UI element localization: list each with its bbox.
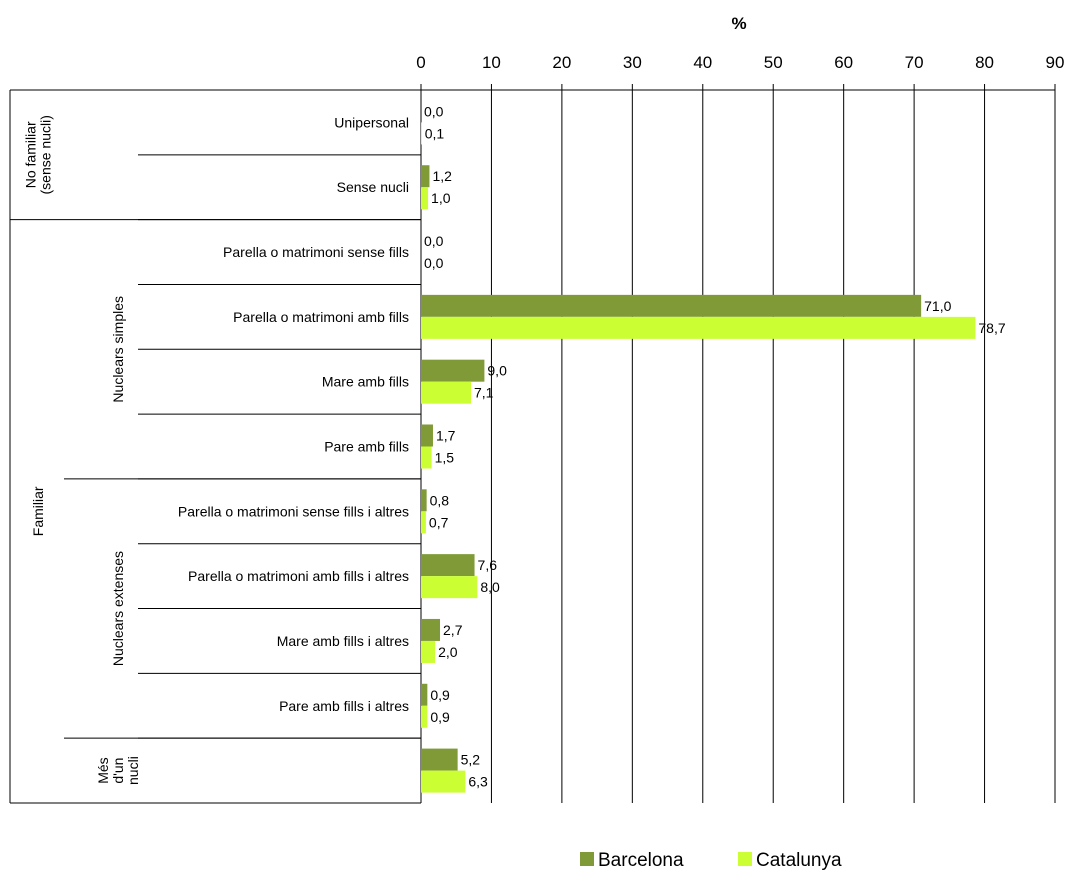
x-tick-label: 30: [623, 53, 642, 72]
data-label: 0,0: [424, 103, 444, 119]
data-label: 2,0: [438, 644, 458, 660]
data-labels: 0,0 1,2 0,0 71,0 9,0 1,7 0,8 7,6 2,7 0,9 5,2 0,1 1,0…: [424, 103, 1006, 789]
data-label: 5,2: [461, 752, 481, 768]
group-label: Familiar: [30, 486, 46, 536]
group-label: Mésd'unnucli: [95, 756, 141, 785]
data-label: 0,1: [425, 125, 445, 141]
bar-catalunya: [421, 576, 478, 599]
bar-barcelona: [421, 489, 427, 512]
x-tick-label: 0: [416, 53, 425, 72]
x-tick-label: 60: [834, 53, 853, 72]
data-label: 1,5: [435, 450, 455, 466]
x-tick-label: 70: [905, 53, 924, 72]
axes: [9, 84, 1056, 804]
group-label: Nuclears simples: [110, 296, 126, 403]
data-label: 6,3: [468, 774, 488, 790]
data-label: 7,6: [478, 557, 498, 573]
category-label: Pare amb fills i altres: [279, 698, 409, 714]
bars: [421, 122, 976, 793]
data-label: 0,9: [430, 709, 450, 725]
bar-barcelona: [421, 748, 458, 771]
data-label: 1,2: [432, 168, 452, 184]
bar-barcelona: [421, 618, 441, 641]
bar-barcelona: [421, 359, 485, 382]
data-label: 1,0: [431, 190, 451, 206]
data-label: 0,0: [424, 233, 444, 249]
bar-catalunya: [421, 381, 472, 404]
data-label: 0,8: [430, 492, 450, 508]
category-labels: Unipersonal Sense nucli Parella o matrimon…: [178, 114, 409, 713]
data-label: 7,1: [474, 385, 494, 401]
bar-catalunya: [421, 705, 428, 728]
data-label: 0,0: [424, 255, 444, 271]
x-tick-label: 80: [975, 53, 994, 72]
category-label: Parella o matrimoni amb fills i altres: [188, 568, 409, 584]
category-label: Pare amb fills: [324, 439, 409, 455]
data-label: 8,0: [480, 579, 500, 595]
data-label: 1,7: [436, 428, 456, 444]
legend-swatch: [580, 852, 594, 866]
group-label: Nuclears extenses: [110, 551, 126, 666]
x-tick-label: 20: [552, 53, 571, 72]
category-label: Unipersonal: [334, 114, 409, 130]
x-axis-title: %: [731, 14, 746, 33]
x-tick-label: 40: [693, 53, 712, 72]
category-label: Parella o matrimoni sense fills i altres: [178, 503, 409, 519]
bar-barcelona: [421, 165, 430, 188]
grid-lines: [490, 90, 1056, 803]
bar-barcelona: [421, 554, 475, 577]
data-label: 0,7: [429, 514, 449, 530]
data-label: 78,7: [978, 320, 1005, 336]
legend-swatch: [738, 852, 752, 866]
group-labels: No familiar(sense nucli) Familiar Nuclears…: [23, 115, 142, 785]
legend-label: Catalunya: [756, 850, 842, 870]
x-tick-label: 90: [1046, 53, 1065, 72]
data-label: 0,9: [430, 687, 450, 703]
bar-catalunya: [421, 446, 432, 469]
bar-catalunya: [421, 511, 426, 534]
bar-catalunya: [421, 187, 429, 210]
group-label: No familiar(sense nucli): [23, 115, 54, 194]
bar-catalunya: [421, 122, 422, 145]
bar-barcelona: [421, 424, 433, 447]
category-label: Sense nucli: [337, 179, 409, 195]
x-tick-label: 50: [764, 53, 783, 72]
legend-label: Barcelona: [598, 850, 684, 870]
x-tick-label: 10: [482, 53, 501, 72]
data-label: 71,0: [924, 298, 951, 314]
data-label: 2,7: [443, 622, 463, 638]
legend: Barcelona Catalunya: [580, 850, 842, 870]
category-label: Mare amb fills i altres: [277, 633, 409, 649]
x-axis-ticks: 0 10 20 30 40 50 60 70 80 90: [416, 53, 1064, 72]
bar-catalunya: [421, 640, 436, 663]
bar-catalunya: [421, 770, 466, 793]
bar-barcelona: [421, 683, 428, 706]
category-label: Parella o matrimoni amb fills: [233, 309, 409, 325]
bar-barcelona: [421, 294, 922, 317]
data-label: 9,0: [487, 363, 507, 379]
bar-catalunya: [421, 316, 976, 339]
category-label: Mare amb fills: [322, 374, 409, 390]
category-label: Parella o matrimoni sense fills: [223, 244, 409, 260]
